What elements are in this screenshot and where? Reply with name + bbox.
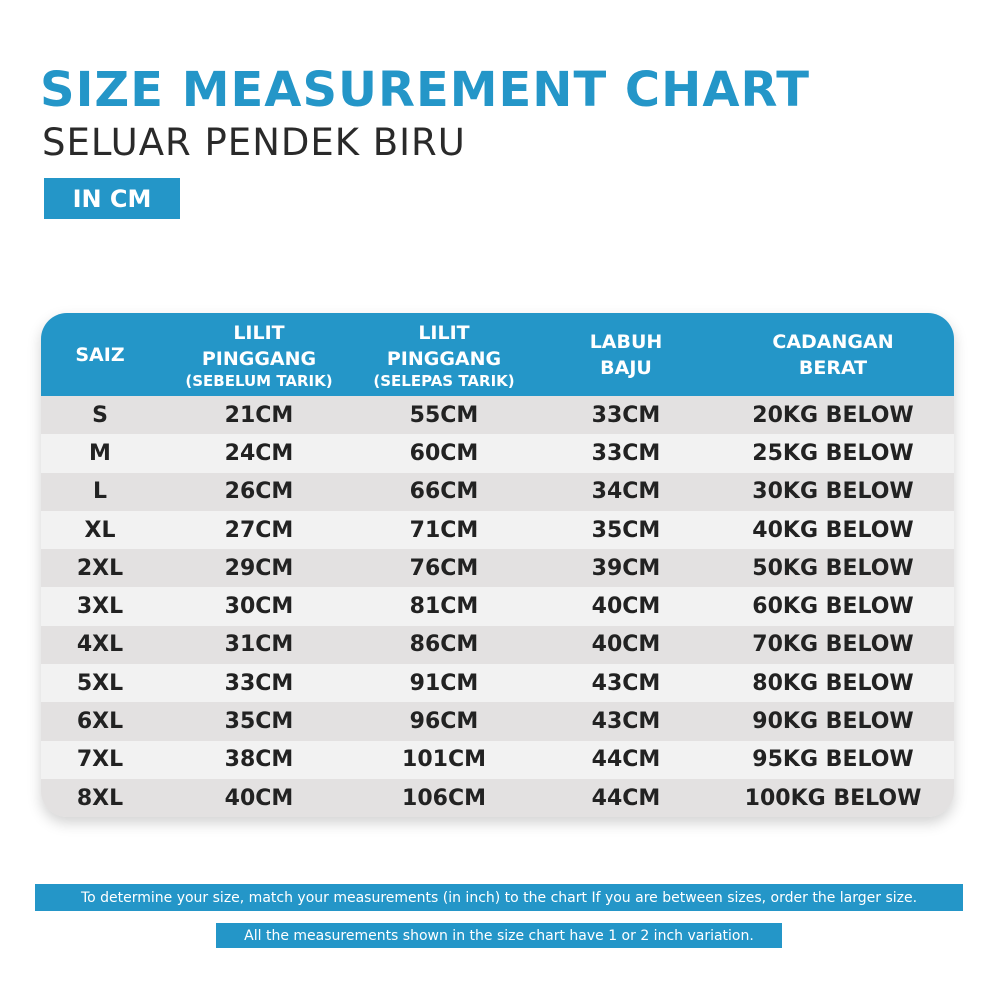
cell-size: S: [92, 402, 108, 428]
cell-waist-after: 76CM: [409, 555, 479, 581]
table-row: 5XL 33CM 91CM 43CM 80KG BELOW: [41, 664, 954, 703]
header-waist-after-sub: (SELEPAS TARIK): [373, 371, 515, 390]
cell-weight: 80KG BELOW: [752, 670, 914, 696]
table-header: SAIZ LILIT PINGGANG (SEBELUM TARIK) LILI…: [41, 313, 954, 396]
size-table: SAIZ LILIT PINGGANG (SEBELUM TARIK) LILI…: [41, 313, 954, 817]
cell-waist-before: 40CM: [224, 785, 294, 811]
cell-weight: 100KG BELOW: [744, 785, 922, 811]
header-weight-line1: CADANGAN: [772, 330, 894, 353]
cell-size: 4XL: [76, 632, 124, 658]
table-row: L 26CM 66CM 34CM 30KG BELOW: [41, 472, 954, 511]
table-row: 8XL 40CM 106CM 44CM 100KG BELOW: [41, 778, 954, 817]
header-size: SAIZ: [41, 342, 159, 368]
page-title: SIZE MEASUREMENT CHART: [40, 62, 811, 118]
cell-length: 43CM: [591, 670, 661, 696]
cell-size: 3XL: [76, 594, 124, 620]
cell-waist-before: 29CM: [224, 555, 294, 581]
cell-size: XL: [84, 517, 116, 543]
cell-size: 6XL: [76, 709, 124, 735]
table-row: 7XL 38CM 101CM 44CM 95KG BELOW: [41, 740, 954, 779]
cell-waist-after: 106CM: [402, 785, 486, 811]
cell-waist-after: 55CM: [409, 402, 479, 428]
cell-waist-before: 33CM: [224, 670, 294, 696]
cell-waist-after: 71CM: [409, 517, 479, 543]
page-subtitle: SELUAR PENDEK BIRU: [42, 121, 466, 164]
header-length-line2: BAJU: [600, 356, 652, 379]
cell-waist-before: 26CM: [224, 479, 294, 505]
variation-note: All the measurements shown in the size c…: [216, 923, 782, 948]
cell-weight: 20KG BELOW: [752, 402, 914, 428]
table-row: 2XL 29CM 76CM 39CM 50KG BELOW: [41, 549, 954, 588]
cell-weight: 30KG BELOW: [752, 479, 914, 505]
cell-waist-before: 21CM: [224, 402, 294, 428]
cell-size: 2XL: [76, 555, 124, 581]
cell-waist-before: 24CM: [224, 440, 294, 466]
table-body: S 21CM 55CM 33CM 20KG BELOW M 24CM 60CM …: [41, 396, 954, 817]
cell-size: 7XL: [76, 747, 124, 773]
cell-waist-after: 66CM: [409, 479, 479, 505]
header-waist-after: LILIT PINGGANG (SELEPAS TARIK): [359, 320, 529, 390]
cell-waist-before: 31CM: [224, 632, 294, 658]
header-weight-line2: BERAT: [798, 356, 868, 379]
cell-length: 44CM: [591, 785, 661, 811]
table-row: S 21CM 55CM 33CM 20KG BELOW: [41, 396, 954, 435]
cell-waist-before: 35CM: [224, 709, 294, 735]
size-advice-note: To determine your size, match your measu…: [35, 884, 963, 911]
cell-waist-after: 91CM: [409, 670, 479, 696]
cell-waist-after: 96CM: [409, 709, 479, 735]
cell-weight: 60KG BELOW: [752, 594, 914, 620]
cell-length: 40CM: [591, 632, 661, 658]
cell-length: 34CM: [591, 479, 661, 505]
header-waist-after-line1: LILIT: [418, 321, 470, 344]
cell-length: 39CM: [591, 555, 661, 581]
cell-size: 8XL: [76, 785, 124, 811]
cell-size: L: [92, 479, 108, 505]
cell-waist-after: 60CM: [409, 440, 479, 466]
unit-badge: IN CM: [44, 178, 180, 219]
header-length-line1: LABUH: [589, 330, 663, 353]
cell-length: 43CM: [591, 709, 661, 735]
cell-waist-after: 101CM: [402, 747, 486, 773]
table-row: 4XL 31CM 86CM 40CM 70KG BELOW: [41, 625, 954, 665]
header-waist-after-line2: PINGGANG: [386, 347, 502, 370]
cell-waist-before: 38CM: [224, 747, 294, 773]
cell-waist-before: 30CM: [224, 594, 294, 620]
cell-weight: 25KG BELOW: [752, 440, 914, 466]
header-waist-before: LILIT PINGGANG (SEBELUM TARIK): [159, 320, 359, 390]
cell-waist-after: 86CM: [409, 632, 479, 658]
cell-size: 5XL: [76, 670, 124, 696]
cell-length: 33CM: [591, 402, 661, 428]
header-waist-before-line1: LILIT: [233, 321, 285, 344]
header-waist-before-sub: (SEBELUM TARIK): [185, 371, 333, 390]
header-weight: CADANGAN BERAT: [723, 329, 943, 381]
cell-weight: 50KG BELOW: [752, 555, 914, 581]
table-row: XL 27CM 71CM 35CM 40KG BELOW: [41, 510, 954, 550]
cell-length: 44CM: [591, 747, 661, 773]
cell-waist-before: 27CM: [224, 517, 294, 543]
table-row: 3XL 30CM 81CM 40CM 60KG BELOW: [41, 587, 954, 626]
cell-weight: 95KG BELOW: [752, 747, 914, 773]
header-length: LABUH BAJU: [529, 329, 723, 381]
cell-waist-after: 81CM: [409, 594, 479, 620]
table-row: 6XL 35CM 96CM 43CM 90KG BELOW: [41, 702, 954, 741]
cell-weight: 40KG BELOW: [752, 517, 914, 543]
header-waist-before-line2: PINGGANG: [201, 347, 317, 370]
cell-weight: 90KG BELOW: [752, 709, 914, 735]
cell-size: M: [89, 440, 111, 466]
cell-weight: 70KG BELOW: [752, 632, 914, 658]
table-row: M 24CM 60CM 33CM 25KG BELOW: [41, 434, 954, 473]
cell-length: 35CM: [591, 517, 661, 543]
cell-length: 40CM: [591, 594, 661, 620]
header-size-label: SAIZ: [75, 343, 125, 366]
cell-length: 33CM: [591, 440, 661, 466]
